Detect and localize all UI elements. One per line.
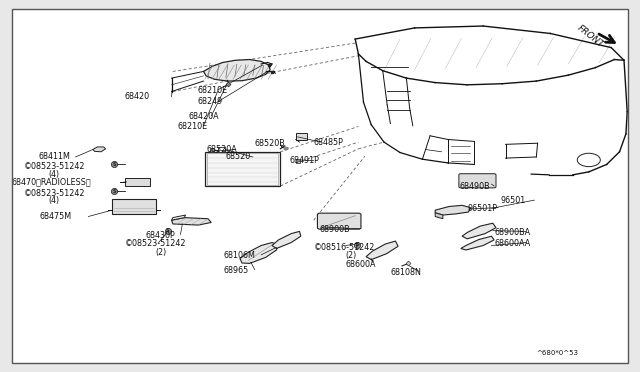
Text: 68420A: 68420A [189, 112, 220, 121]
Text: S: S [355, 242, 359, 247]
Text: ©08516-51242: ©08516-51242 [314, 243, 375, 252]
Text: 68411M: 68411M [38, 153, 70, 161]
Bar [296, 133, 307, 140]
Circle shape [577, 153, 600, 167]
Text: 68475M: 68475M [40, 212, 72, 221]
Polygon shape [172, 218, 211, 225]
Bar [125, 178, 150, 186]
Polygon shape [462, 223, 496, 239]
Bar [112, 199, 156, 214]
Text: (4): (4) [48, 170, 59, 179]
Text: 68520B: 68520B [255, 139, 285, 148]
Polygon shape [461, 236, 494, 250]
Polygon shape [435, 213, 443, 219]
Polygon shape [435, 205, 470, 215]
Text: 68249: 68249 [197, 97, 222, 106]
Bar [207, 153, 278, 185]
Text: (2): (2) [346, 251, 357, 260]
Text: ©08523-51242: ©08523-51242 [125, 239, 186, 248]
Text: 68490B: 68490B [460, 182, 490, 191]
Bar [205, 152, 280, 186]
Text: S: S [112, 162, 116, 167]
Polygon shape [93, 147, 106, 152]
Text: ©08523-51242: ©08523-51242 [24, 162, 86, 171]
Polygon shape [204, 60, 270, 81]
Text: 68485P: 68485P [314, 138, 344, 147]
Text: FRONT: FRONT [576, 23, 606, 49]
Text: 68600AA: 68600AA [494, 239, 531, 248]
Polygon shape [366, 241, 398, 260]
Text: ©08523-51242: ©08523-51242 [24, 189, 86, 198]
Text: 68520A: 68520A [206, 145, 237, 154]
Text: (2): (2) [155, 248, 166, 257]
Polygon shape [272, 231, 301, 248]
Text: 68520: 68520 [225, 153, 250, 161]
Text: 96501P: 96501P [467, 204, 497, 213]
FancyBboxPatch shape [317, 213, 361, 229]
Text: S: S [166, 228, 170, 233]
Text: 96501: 96501 [500, 196, 525, 205]
Text: ^680*0^53: ^680*0^53 [536, 350, 579, 356]
Text: 68420: 68420 [125, 92, 150, 101]
Text: 68600A: 68600A [346, 260, 376, 269]
Text: 68106M: 68106M [224, 251, 256, 260]
Bar [218, 147, 225, 152]
FancyBboxPatch shape [459, 174, 496, 188]
Polygon shape [172, 215, 186, 220]
Text: 68430P: 68430P [146, 231, 175, 240]
Text: (4): (4) [48, 196, 59, 205]
Polygon shape [240, 243, 278, 263]
Text: 68491P: 68491P [289, 156, 319, 165]
Text: S: S [112, 189, 116, 194]
Text: 68900BA: 68900BA [494, 228, 530, 237]
Text: 68210E: 68210E [197, 86, 227, 94]
Text: 68965: 68965 [224, 266, 249, 275]
Text: 68210E: 68210E [178, 122, 208, 131]
Text: 68470〈RADIOLESS〉: 68470〈RADIOLESS〉 [12, 178, 91, 187]
Text: 68900B: 68900B [320, 225, 351, 234]
Text: 68108N: 68108N [390, 268, 421, 277]
